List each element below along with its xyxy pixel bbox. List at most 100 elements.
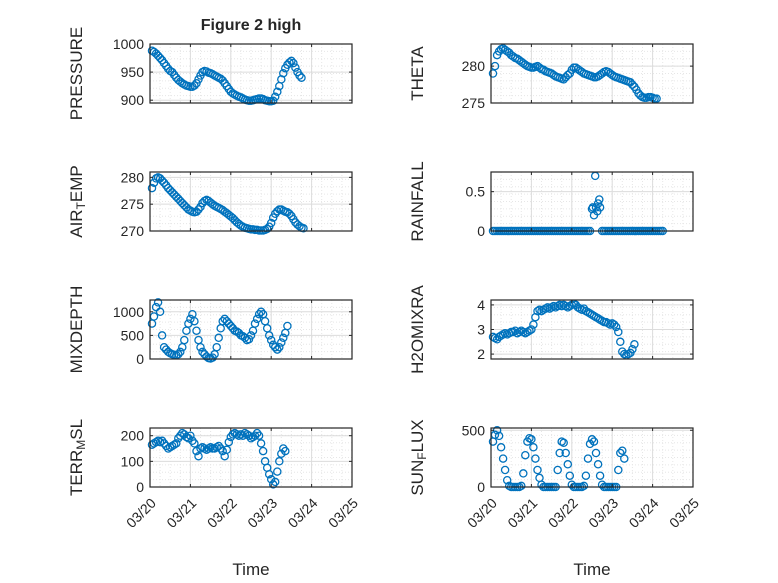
data-point (591, 448, 601, 458)
data-point (161, 441, 171, 451)
data-point (488, 69, 498, 78)
axes-frame (149, 427, 353, 488)
data-point (250, 431, 260, 440)
y-tick-label: 0 (136, 351, 144, 367)
data-point (561, 448, 570, 458)
axes-frame (490, 427, 694, 488)
data-point (275, 457, 284, 466)
data-point (561, 301, 570, 311)
data-point (508, 52, 518, 61)
y-axis-label: MIXDEPTH (67, 286, 86, 374)
data-point (587, 435, 597, 444)
data-point (581, 471, 591, 480)
data-point (157, 331, 167, 340)
data-point (157, 436, 167, 446)
data-point (496, 443, 506, 452)
data-point (258, 446, 268, 456)
data-point (188, 436, 197, 446)
data-point (236, 430, 246, 439)
data-point (559, 438, 568, 448)
data-point (529, 443, 538, 452)
y-axis-label: SUNFLUX (408, 419, 429, 495)
data-point (172, 439, 181, 448)
data-point (214, 333, 223, 343)
data-point (275, 342, 284, 352)
data-point (147, 183, 157, 193)
y-tick-label: 100 (121, 453, 145, 469)
data-point (289, 58, 298, 68)
data-point (291, 63, 300, 72)
data-point (244, 431, 254, 440)
subplot-1: 900 950 1000 PRESSURE (67, 27, 353, 120)
data-point (252, 314, 262, 324)
data-point (270, 92, 280, 102)
data-point (565, 471, 575, 480)
data-point (549, 301, 558, 311)
data-point (494, 431, 504, 441)
y-tick-label: 200 (121, 428, 145, 444)
data-point (246, 331, 256, 340)
x-axis-label: Time (232, 560, 269, 579)
y-tick-label: 0.5 (466, 184, 486, 200)
data-point (609, 320, 619, 329)
subplot-6: 2 3 4 H2OMIXRA (408, 284, 694, 374)
data-point (515, 327, 524, 337)
data-point (204, 444, 213, 453)
data-point (297, 73, 306, 82)
y-axis-label: RAINFALL (408, 161, 427, 241)
data-point (519, 469, 528, 478)
data-point (218, 446, 227, 456)
data-point (216, 444, 225, 453)
axes-frame (490, 171, 694, 232)
data-point (628, 80, 637, 89)
data-point (176, 347, 185, 357)
y-tick-label: 4 (477, 297, 485, 313)
y-axis-label: TERRMSL (67, 419, 88, 496)
data-point (159, 439, 169, 448)
data-point (295, 221, 304, 231)
x-axis-label: Time (573, 560, 610, 579)
data-point (190, 439, 199, 448)
axes-frame (490, 43, 694, 104)
data-point (527, 325, 536, 334)
data-point (192, 326, 201, 335)
data-point (583, 454, 593, 463)
data-point (279, 333, 288, 343)
data-point (180, 335, 189, 345)
y-tick-label: 1000 (113, 304, 144, 320)
data-point (614, 327, 623, 337)
data-point (252, 428, 262, 438)
data-point (153, 298, 163, 307)
y-axis-label: AIRTEMP (67, 165, 88, 238)
data-point (273, 206, 282, 216)
data-point (273, 467, 282, 476)
data-point (299, 224, 308, 233)
data-point (628, 344, 637, 354)
data-point (194, 451, 203, 461)
data-point (277, 338, 286, 347)
figure-title: Figure 2 high (201, 17, 301, 34)
data-point (283, 321, 292, 331)
y-tick-label: 950 (121, 64, 145, 80)
y-axis-label: THETA (408, 46, 427, 101)
data-point (254, 431, 264, 440)
data-point (224, 437, 234, 447)
axes-frame (149, 43, 353, 104)
data-point (579, 481, 589, 491)
y-tick-label: 2 (477, 346, 485, 362)
data-point (202, 352, 211, 361)
y-tick-label: 0 (136, 479, 144, 495)
data-point (589, 437, 599, 446)
data-point (266, 218, 276, 228)
data-point (232, 430, 242, 439)
axes-frame (149, 171, 353, 232)
data-point (200, 444, 209, 453)
data-point (266, 335, 276, 345)
data-point (553, 465, 562, 475)
y-tick-label: 3 (477, 322, 485, 338)
data-point (616, 448, 625, 458)
data-point (527, 435, 536, 444)
data-point (270, 477, 280, 487)
data-point (595, 471, 605, 480)
data-point (256, 439, 266, 448)
